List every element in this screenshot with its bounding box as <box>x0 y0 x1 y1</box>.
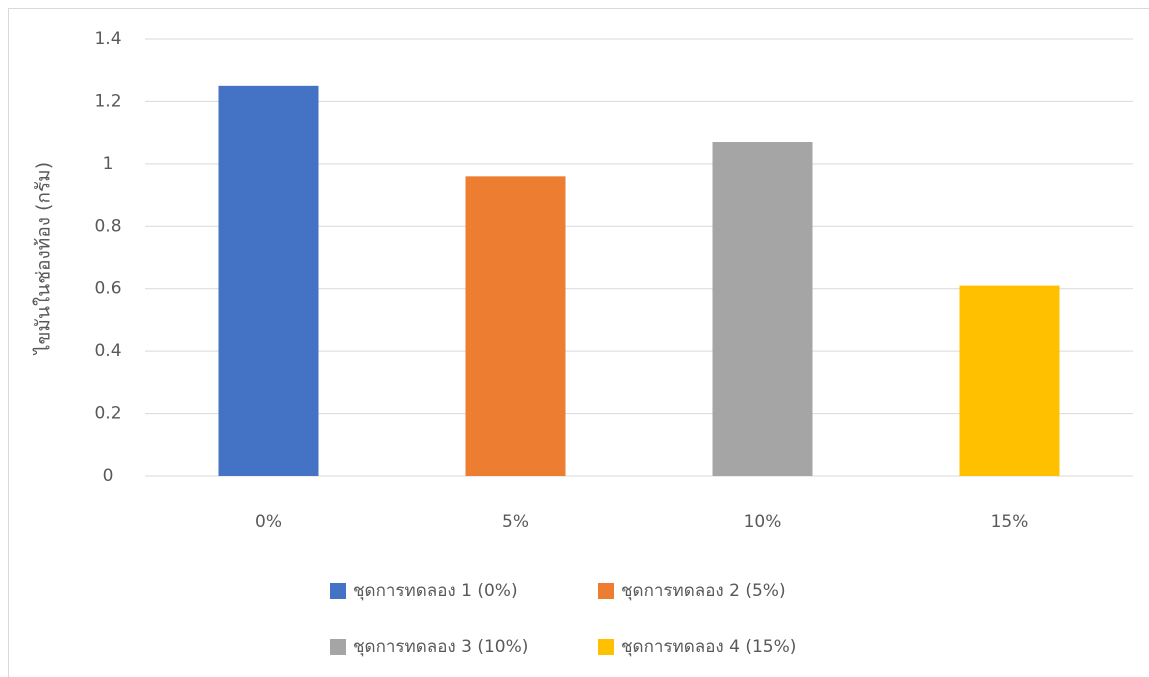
y-tick-label: 0.4 <box>94 341 121 361</box>
y-tick-label: 0.2 <box>94 404 121 424</box>
y-tick-label: 0.8 <box>94 216 121 236</box>
x-tick-label: 15% <box>991 512 1029 532</box>
y-tick-label: 0.6 <box>94 279 121 299</box>
legend-label: ชุดการทดลอง 1 (0%) <box>353 581 518 601</box>
legend-label: ชุดการทดลอง 2 (5%) <box>621 581 786 601</box>
legend-swatch <box>330 639 346 655</box>
y-tick-label: 1 <box>103 154 114 174</box>
legend-swatch <box>598 639 614 655</box>
y-tick-label: 1.4 <box>94 29 121 49</box>
bar <box>959 285 1060 476</box>
y-axis-label: ไขมันในช่องท้อง (กรัม) <box>33 162 55 356</box>
x-tick-label: 5% <box>502 512 529 532</box>
legend-swatch <box>330 583 346 599</box>
chart-border <box>8 8 1149 677</box>
legend-label: ชุดการทดลอง 3 (10%) <box>353 637 528 657</box>
legend-label: ชุดการทดลอง 4 (15%) <box>621 637 796 657</box>
bar <box>218 85 319 477</box>
bar <box>712 142 813 476</box>
bar <box>465 176 566 477</box>
x-tick-label: 0% <box>255 512 282 532</box>
legend-swatch <box>598 583 614 599</box>
y-tick-label: 0 <box>103 466 114 486</box>
y-tick-label: 1.2 <box>94 91 121 111</box>
x-tick-label: 10% <box>744 512 782 532</box>
